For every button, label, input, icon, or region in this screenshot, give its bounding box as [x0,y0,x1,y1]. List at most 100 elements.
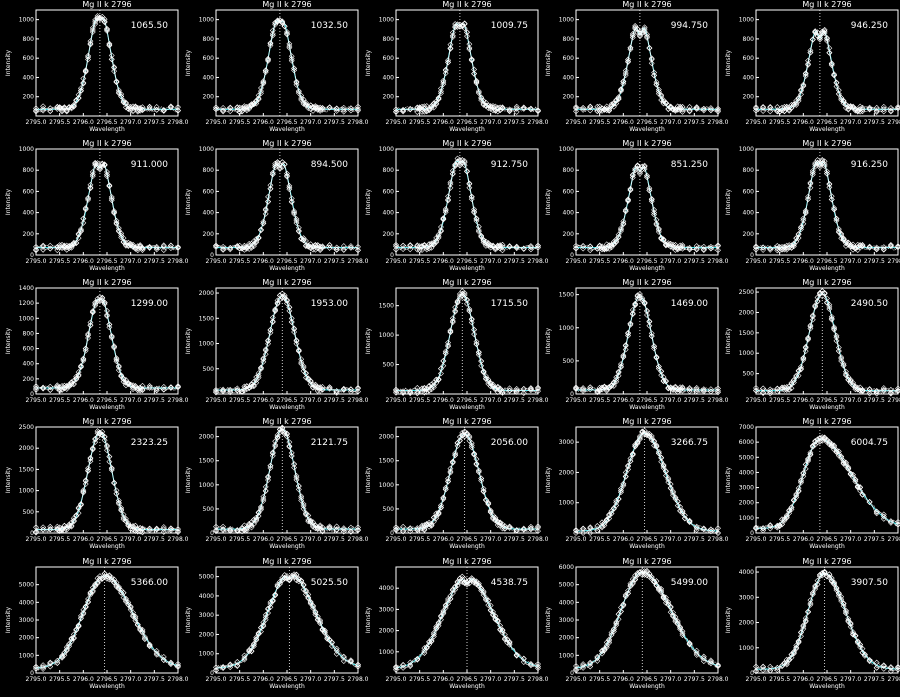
observation-point [805,335,811,342]
observation-point [636,434,643,441]
peak-annotation: 1009.75 [491,21,528,31]
observation-point [113,579,120,586]
peak-annotation: 1299.00 [131,299,168,309]
observation-point [234,658,241,665]
observation-point [438,227,444,234]
y-tick-label: 1000 [19,146,34,153]
observation-point [430,104,437,111]
x-tick-label: 2796.0 [73,119,94,126]
y-tick-label: 2500 [19,424,34,431]
x-tick-label: 2797.0 [840,536,861,543]
observation-point [658,93,665,100]
observation-point [587,103,594,110]
observation-point [800,220,807,227]
observation-point [824,37,830,44]
observation-point [793,492,800,499]
observation-point [866,386,873,393]
x-tick-label: 2797.5 [864,397,885,404]
x-tick-label: 2796.5 [277,258,298,265]
observation-point [866,657,873,663]
observation-point [674,106,681,113]
observation-point [40,662,47,669]
y-tick-label: 600 [743,188,755,195]
x-tick-label: 2795.0 [206,397,227,404]
observation-point [227,388,234,394]
x-tick-label: 2796.5 [817,536,838,543]
observation-point [310,104,316,110]
y-tick-label: 800 [203,36,215,43]
x-axis-label: Wavelength [629,126,665,133]
observation-point [466,434,473,441]
observation-point [115,585,122,592]
observation-point [461,576,468,582]
x-tick-label: 2797.5 [324,397,345,404]
observation-point [468,319,475,326]
observation-point [120,99,127,106]
observation-point [677,105,684,111]
observation-point [663,100,669,107]
observation-point [447,45,454,52]
observation-point [693,243,700,249]
observation-point [700,387,707,394]
observation-point [767,667,774,674]
fit-curve [396,433,538,530]
observed-spectrum [215,426,359,533]
observation-point [831,326,838,333]
panel-title: Mg II k 2796 [442,0,491,9]
observation-point [887,108,894,115]
y-tick-label: 400 [23,210,35,217]
observation-point [641,299,648,306]
y-tick-label: 400 [203,210,215,217]
observation-point [104,312,110,318]
observation-point [779,384,785,391]
observation-point [293,571,300,578]
observation-point [783,104,790,111]
observation-point [828,313,835,320]
observation-point [826,49,833,56]
observation-point [535,107,541,114]
observation-point [213,388,219,395]
observed-spectrum [395,22,539,113]
observation-point [288,453,295,459]
observation-point [845,615,852,622]
observation-point [468,196,475,203]
observation-point [400,662,407,669]
peak-annotation: 2056.00 [491,438,528,448]
y-tick-label: 0 [390,530,394,537]
observation-point [774,386,781,392]
x-tick-label: 2798.0 [708,258,729,265]
observation-point [75,505,82,512]
observation-point [478,362,485,369]
observation-point [816,34,823,41]
observation-point [82,603,89,610]
observation-point [213,527,219,534]
x-tick-label: 2796.5 [457,397,478,404]
observation-point [663,242,669,249]
observation-point [440,494,447,501]
observation-point [111,209,118,216]
observation-point [288,318,295,325]
observation-point [61,244,68,251]
x-tick-label: 2796.0 [433,119,454,126]
observation-point [449,29,456,36]
y-tick-label: 600 [563,188,575,195]
observation-point [580,525,587,532]
x-tick-label: 2795.5 [769,676,790,683]
observation-point [798,479,804,486]
observation-point [449,318,456,324]
observation-point [608,510,615,517]
observation-point [134,622,141,628]
observation-point [73,375,80,382]
observation-point [606,639,613,646]
observation-point [475,349,482,356]
observation-point [625,56,631,63]
observation-point [435,94,442,101]
observation-point [800,469,807,476]
observation-point [227,245,234,251]
observation-point [807,452,814,458]
observation-point [693,384,700,391]
panel-title: Mg II k 2796 [442,417,491,426]
observation-point [85,56,91,63]
observation-point [447,328,454,335]
x-tick-label: 2797.5 [144,119,165,126]
